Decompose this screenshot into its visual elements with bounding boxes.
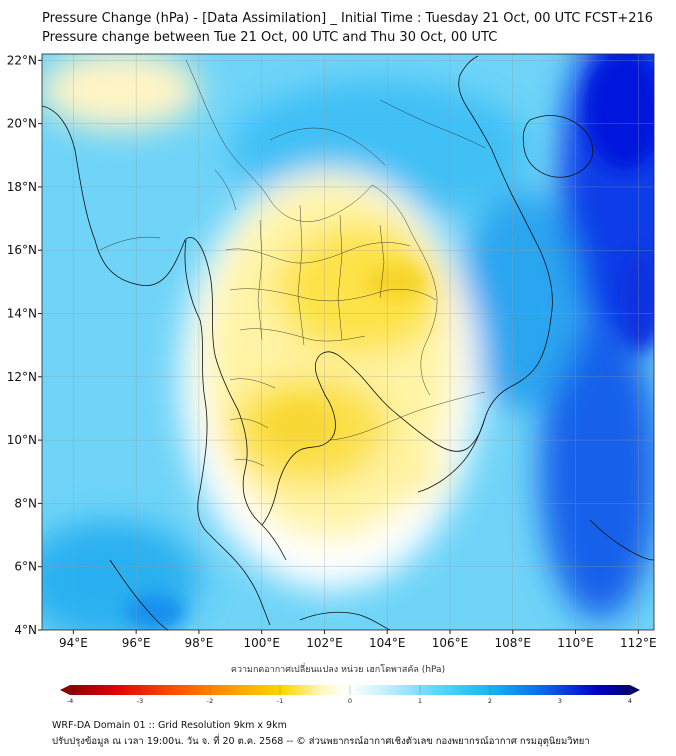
x-tick-label: 94°E xyxy=(59,636,88,650)
x-tick-label: 98°E xyxy=(184,636,213,650)
x-tick-label: 96°E xyxy=(122,636,151,650)
colorbar-tick-label: 2 xyxy=(488,697,492,705)
colorbar-tick-label: 3 xyxy=(558,697,562,705)
y-tick-label: 8°N xyxy=(14,496,37,510)
colorbar-tick-label: 0 xyxy=(348,697,352,705)
x-tick-label: 102°E xyxy=(306,636,343,650)
x-tick-label: 104°E xyxy=(369,636,406,650)
colorbar-tick-label: -3 xyxy=(137,697,143,705)
colorbar-tick-label: 4 xyxy=(628,697,632,705)
colorbar-tick-label: -1 xyxy=(277,697,283,705)
x-axis-ticks: 94°E 96°E 98°E 100°E 102°E 104°E 106°E 108°E 110… xyxy=(59,630,657,650)
x-tick-label: 108°E xyxy=(495,636,532,650)
x-tick-label: 106°E xyxy=(432,636,469,650)
x-tick-label: 112°E xyxy=(620,636,657,650)
colorbar-tick-label: -4 xyxy=(67,697,73,705)
colorbar-label: ความกดอากาศเปลี่ยนแปลง หน่วย เฮกโตพาสคัล… xyxy=(230,665,446,675)
x-tick-label: 110°E xyxy=(557,636,594,650)
footer-model-info: WRF-DA Domain 01 :: Grid Resolution 9km … xyxy=(52,720,287,731)
y-tick-label: 12°N xyxy=(7,370,37,384)
colorbar-tick-label: -2 xyxy=(207,697,213,705)
y-tick-label: 4°N xyxy=(14,623,37,637)
x-tick-label: 100°E xyxy=(243,636,280,650)
map-subtitle: Pressure change between Tue 21 Oct, 00 U… xyxy=(42,30,498,45)
y-axis-ticks: 22°N 20°N 18°N 16°N 14°N 12°N 10°N 8°N 6°N 4°N xyxy=(7,53,42,637)
colorbar: -4 -3 -2 -1 0 1 2 3 4 xyxy=(60,685,640,705)
y-tick-label: 10°N xyxy=(7,433,37,447)
y-tick-label: 6°N xyxy=(14,560,37,574)
plot-frame xyxy=(41,53,655,631)
y-tick-label: 20°N xyxy=(7,117,37,131)
y-tick-label: 18°N xyxy=(7,180,37,194)
y-tick-label: 14°N xyxy=(7,307,37,321)
pressure-field xyxy=(42,54,654,630)
coastline xyxy=(42,55,654,630)
y-tick-label: 16°N xyxy=(7,243,37,257)
map-title: Pressure Change (hPa) - [Data Assimilati… xyxy=(42,11,654,26)
y-tick-label: 22°N xyxy=(7,53,37,67)
colorbar-tick-label: 1 xyxy=(418,697,422,705)
footer-update-info: ปรับปรุงข้อมูล ณ เวลา 19:00น. วัน จ. ที่… xyxy=(52,736,590,747)
